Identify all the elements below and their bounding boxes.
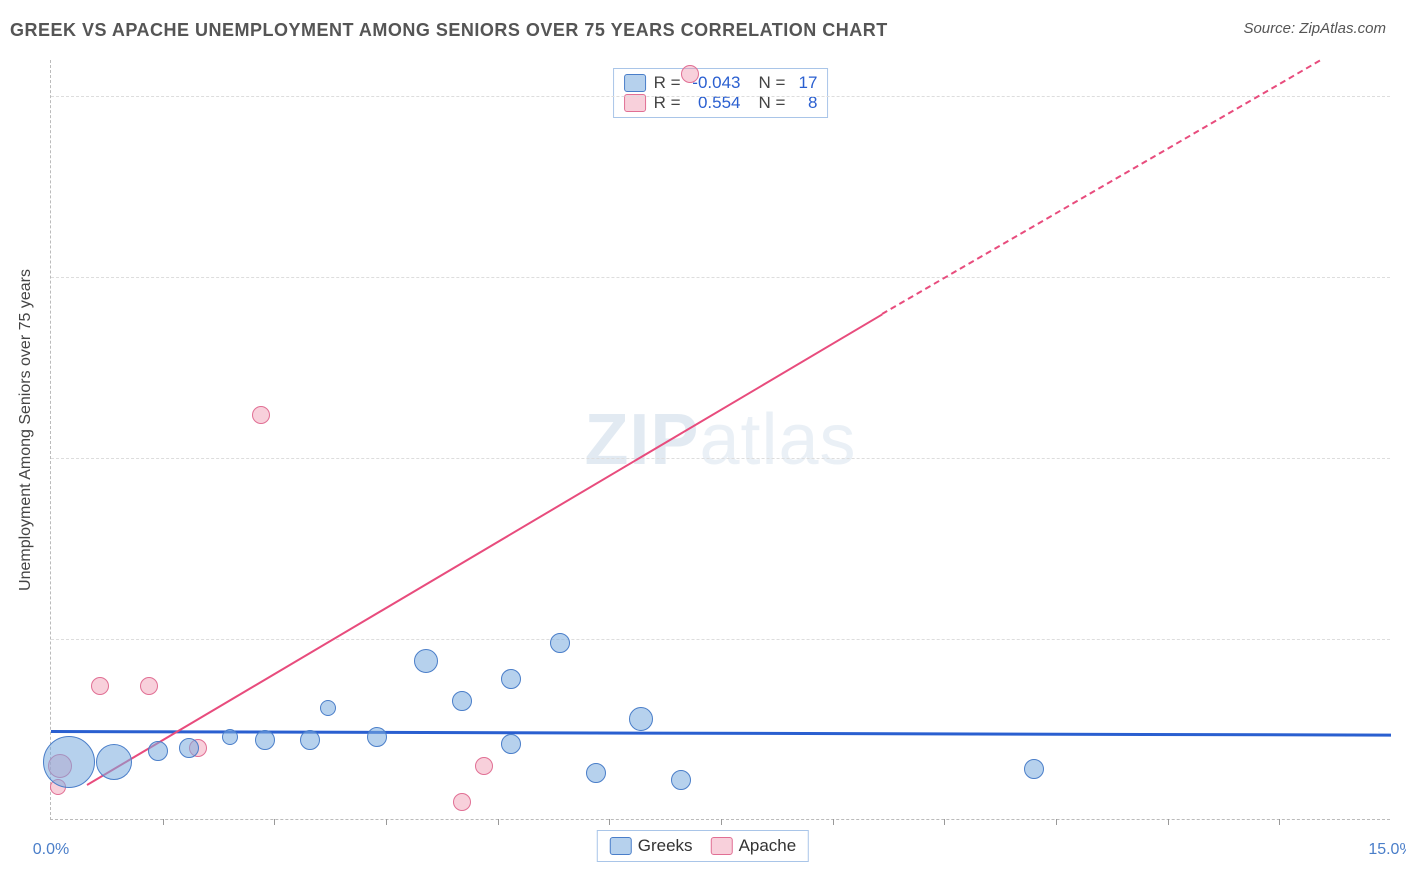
source-citation: Source: ZipAtlas.com [1243, 20, 1386, 37]
greeks-point [414, 649, 438, 673]
x-tick [1168, 819, 1169, 825]
watermark-light: atlas [699, 400, 856, 480]
apache-point [252, 406, 270, 424]
gridline [51, 277, 1390, 278]
apache-point [681, 65, 699, 83]
x-tick [163, 819, 164, 825]
x-tick [498, 819, 499, 825]
greeks-point [671, 770, 691, 790]
apache-point [475, 757, 493, 775]
x-tick-label: 0.0% [33, 841, 69, 859]
legend-item-apache: Apache [711, 836, 797, 856]
greeks-point [1024, 759, 1044, 779]
greeks-point [300, 730, 320, 750]
trendline [86, 313, 882, 785]
stats-legend-box: R = -0.043 N = 17 R = 0.554 N = 8 [613, 68, 829, 118]
r-label: R = [654, 73, 681, 93]
gridline [51, 639, 1390, 640]
greeks-point [550, 633, 570, 653]
greeks-point [586, 763, 606, 783]
greeks-point [320, 700, 336, 716]
watermark-strong: ZIP [584, 400, 699, 480]
stats-row-greeks: R = -0.043 N = 17 [624, 73, 818, 93]
greeks-point [148, 741, 168, 761]
y-tick-label: 25.0% [1400, 630, 1406, 648]
x-tick [1056, 819, 1057, 825]
greeks-point [629, 707, 653, 731]
n-label: N = [759, 73, 786, 93]
gridline [51, 96, 1390, 97]
y-tick-label: 100.0% [1400, 87, 1406, 105]
greeks-point [43, 736, 95, 788]
y-tick-label: 50.0% [1400, 449, 1406, 467]
y-axis-label: Unemployment Among Seniors over 75 years [17, 269, 35, 591]
trendline [51, 730, 1391, 737]
legend-label-apache: Apache [739, 836, 797, 856]
greeks-point [367, 727, 387, 747]
greeks-swatch [624, 74, 646, 92]
greeks-point [96, 744, 132, 780]
apache-swatch [711, 837, 733, 855]
greeks-swatch [610, 837, 632, 855]
greeks-point [222, 729, 238, 745]
apache-point [91, 677, 109, 695]
legend-label-greeks: Greeks [638, 836, 693, 856]
y-tick-label: 75.0% [1400, 268, 1406, 286]
chart-title: GREEK VS APACHE UNEMPLOYMENT AMONG SENIO… [10, 20, 888, 41]
x-tick [386, 819, 387, 825]
x-tick [721, 819, 722, 825]
greeks-point [501, 734, 521, 754]
greeks-n-value: 17 [793, 73, 817, 93]
x-tick [609, 819, 610, 825]
greeks-point [452, 691, 472, 711]
apache-point [140, 677, 158, 695]
x-tick [274, 819, 275, 825]
x-tick [944, 819, 945, 825]
bottom-legend: Greeks Apache [597, 830, 809, 862]
legend-item-greeks: Greeks [610, 836, 693, 856]
x-tick-label: 15.0% [1368, 841, 1406, 859]
x-tick [833, 819, 834, 825]
greeks-point [501, 669, 521, 689]
greeks-point [179, 738, 199, 758]
scatter-plot-area: ZIPatlas R = -0.043 N = 17 R = 0.554 N =… [50, 60, 1390, 820]
x-tick [1279, 819, 1280, 825]
apache-point [453, 793, 471, 811]
gridline [51, 458, 1390, 459]
greeks-point [255, 730, 275, 750]
